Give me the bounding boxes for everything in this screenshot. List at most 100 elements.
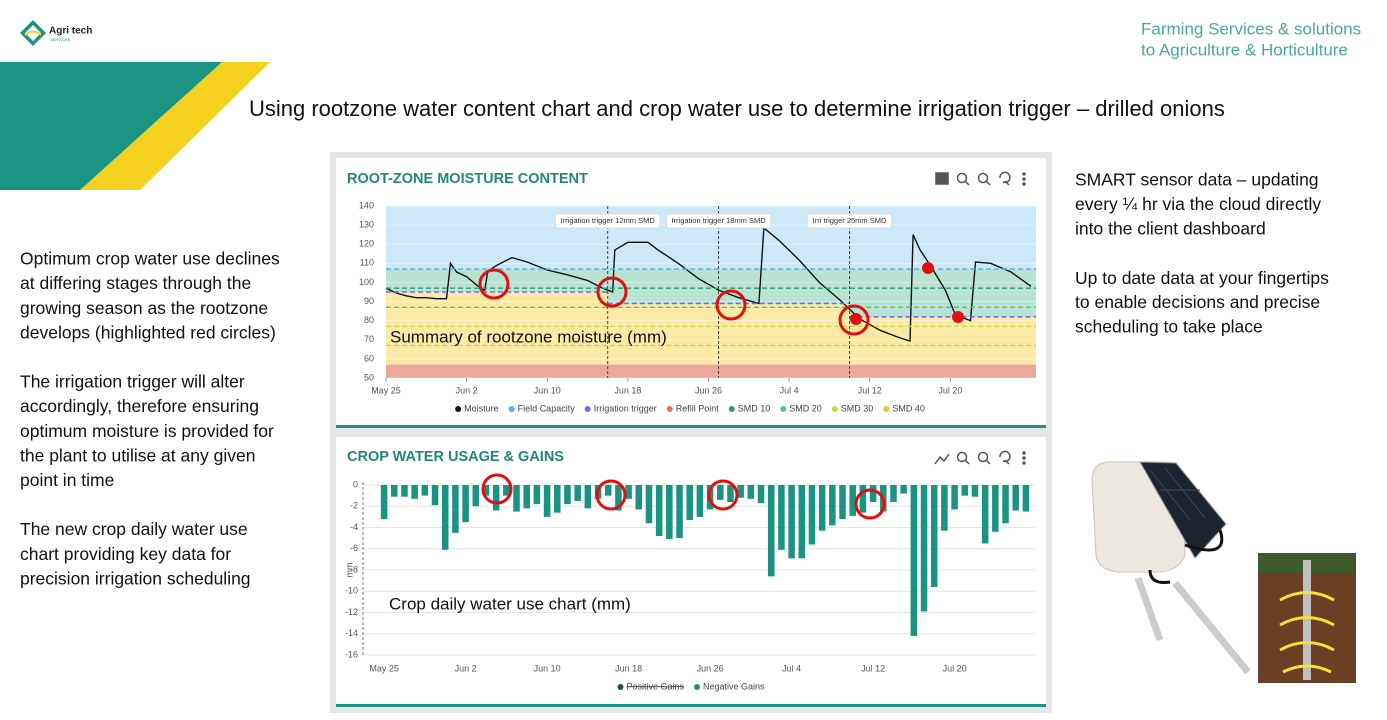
y-tick-label: -4 <box>350 522 358 532</box>
highlight-dot <box>952 311 964 323</box>
x-tick-label: Jul 12 <box>861 663 885 673</box>
y-tick-label: 120 <box>359 239 374 249</box>
legend-label: SMD 40 <box>892 403 925 413</box>
bar <box>1012 485 1019 511</box>
paragraph-line: Optimum crop water use declines <box>20 249 280 269</box>
x-tick-label: Jun 10 <box>534 385 561 395</box>
annotation-label: Irri trigger 25mm SMD <box>813 216 887 225</box>
annotation-label: Irrigation trigger 18mm SMD <box>671 216 766 225</box>
chart-title: CROP WATER USAGE & GAINS <box>347 449 564 465</box>
highlight-circle <box>854 488 886 520</box>
bar <box>533 485 541 505</box>
bar <box>554 485 561 513</box>
paragraph-line: at differing stages through the <box>20 273 251 293</box>
x-tick-label: Jun 10 <box>534 663 561 673</box>
y-tick-label: -6 <box>350 543 358 553</box>
bar <box>930 485 938 587</box>
bar <box>492 485 500 511</box>
legend-marker <box>508 406 515 412</box>
x-tick-label: Jun 26 <box>697 663 724 673</box>
highlight-circle <box>707 479 739 511</box>
legend-label: Irrigation trigger <box>594 403 657 413</box>
legend-label: SMD 20 <box>789 403 822 413</box>
bar <box>829 485 836 526</box>
y-tick-label: -8 <box>350 564 358 574</box>
bar <box>574 485 581 501</box>
annotation-box <box>665 213 772 229</box>
x-tick-label: Jun 2 <box>456 385 478 395</box>
paragraph-line: scheduling to take place <box>1075 317 1263 337</box>
bar <box>869 485 877 502</box>
paragraph-line: Up to date data at your fingertips <box>1075 268 1329 288</box>
bar <box>971 485 979 497</box>
bar <box>523 485 530 509</box>
panel-rule <box>336 425 1046 428</box>
bar <box>839 485 846 519</box>
legend-label: Refill Point <box>676 403 720 413</box>
moisture-chart: 50 60 70 80 90 100 110 120 130 140 May 25 Jun 2 Jun … <box>359 200 1036 413</box>
bar <box>747 485 755 499</box>
annotation-box <box>555 213 661 229</box>
legend-label: Positive Gains <box>626 681 684 691</box>
bar <box>737 485 744 498</box>
y-tick-label: 90 <box>364 296 374 306</box>
bar <box>584 485 592 509</box>
legend-marker <box>883 406 890 412</box>
bar <box>452 485 459 533</box>
paragraph-line: growing season as the rootzone <box>20 298 268 318</box>
legend: Moisture Field Capacity Irrigation trigger… <box>455 403 925 413</box>
logo-sub: SERVICES <box>50 37 70 42</box>
bar <box>635 485 643 510</box>
bar <box>655 485 663 536</box>
zone-optimum <box>386 269 608 292</box>
bar <box>951 485 958 510</box>
y-tick-label: 70 <box>364 334 374 344</box>
chart-caption: Summary of rootzone moisture (mm) <box>390 327 667 346</box>
bar <box>859 485 867 513</box>
paragraph-line: the plant to utilise at any given <box>20 445 255 465</box>
bar <box>513 485 520 512</box>
moisture-line <box>385 226 1032 343</box>
y-tick-label: 60 <box>364 353 374 363</box>
right-text: SMART sensor data – updating every ¼ hr v… <box>1075 170 1329 337</box>
highlight-circle <box>478 268 510 300</box>
logo-name: Agri tech <box>49 26 92 37</box>
chart-caption: Crop daily water use chart (mm) <box>389 594 631 613</box>
legend-marker <box>617 684 624 690</box>
decor-teal <box>0 62 222 190</box>
paragraph-line: into the client dashboard <box>1075 218 1266 238</box>
bar <box>910 485 918 636</box>
bar <box>981 485 989 544</box>
chart-title: ROOT-ZONE MOISTURE CONTENT <box>347 171 588 187</box>
bar <box>676 485 683 539</box>
x-tick-label: Jun 18 <box>615 663 642 673</box>
bar <box>462 485 469 523</box>
bar <box>818 485 826 531</box>
bar <box>401 485 408 497</box>
tagline: Farming Services & solutions <box>1141 19 1361 38</box>
legend-marker <box>728 406 735 412</box>
x-tick-label: Jul 4 <box>782 663 801 673</box>
x-tick-label: Jul 20 <box>943 663 967 673</box>
y-tick-label: 140 <box>359 200 374 210</box>
bar <box>717 485 724 500</box>
x-tick-label: May 25 <box>369 663 399 673</box>
toolbar[interactable] <box>934 171 1026 465</box>
legend-label: Negative Gains <box>703 681 765 691</box>
legend-label: Field Capacity <box>518 403 576 413</box>
paragraph-line: develops (highlighted red circles) <box>20 322 276 342</box>
annotation-box <box>807 213 892 229</box>
bar <box>604 485 612 496</box>
legend: Positive Gains Negative Gains <box>617 681 765 691</box>
y-axis-label: mm <box>344 563 354 578</box>
y-tick-label: 80 <box>364 315 374 325</box>
bar <box>890 485 897 502</box>
y-tick-label: 110 <box>360 258 374 268</box>
bar <box>757 485 765 504</box>
slide-title: Using rootzone water content chart and c… <box>249 96 1225 121</box>
bar <box>900 485 907 494</box>
x-tick-label: Jun 26 <box>695 385 722 395</box>
highlight-dot <box>850 313 862 325</box>
panel-rule <box>336 704 1046 707</box>
